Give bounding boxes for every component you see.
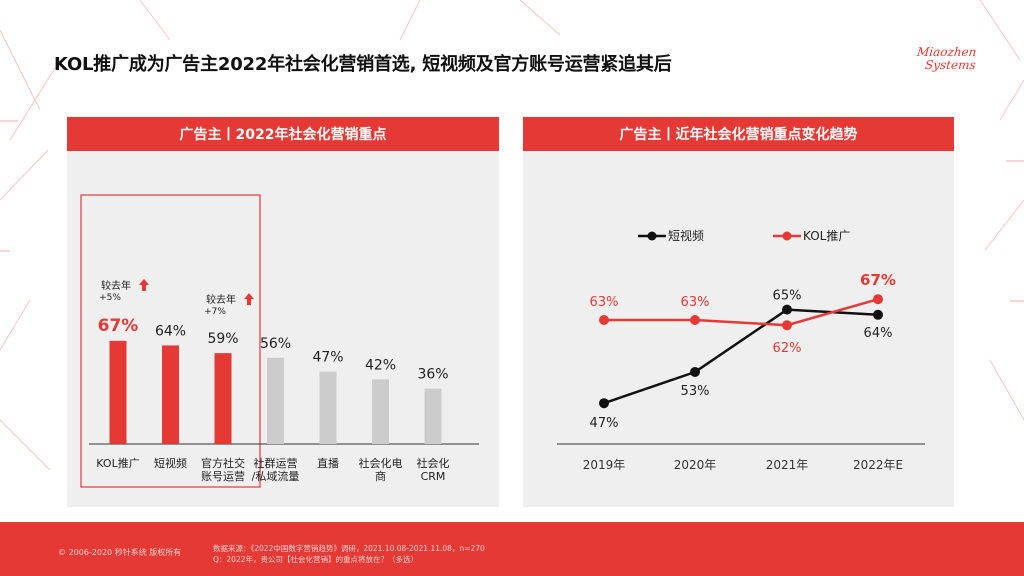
line-chart-header: 广告主丨近年社会化营销重点变化趋势 <box>523 117 954 151</box>
series-value-label: 63% <box>681 295 710 310</box>
series-value-label: 53% <box>681 384 710 399</box>
footer-source-line-2: Q：2022年，贵公司【社会化营销】的重点将放在？（多选） <box>213 555 418 564</box>
bar-value-label: 42% <box>365 357 396 373</box>
footer-source: 数据来源：《2022中国数字营销趋势》调研，2021.10.08-2021.11… <box>213 543 485 565</box>
line-chart: 2019年 2020年 2021年 2022年E 短视频 KOL推广 47% 53% 65% 64… <box>557 228 925 472</box>
series-value-label: 64% <box>864 326 893 341</box>
bar-value-label: 64% <box>155 323 186 339</box>
change-annotation: 较去年+5% <box>99 278 149 303</box>
change-annotation: 较去年+7% <box>204 293 254 317</box>
line-chart-panel: 广告主丨近年社会化营销重点变化趋势 2019年 2020年 2021年 2022年E 短… <box>523 117 954 507</box>
page-title: KOL推广成为广告主2022年社会化营销首选, 短视频及官方账号运营紧追其后 <box>54 54 672 75</box>
bar-category-label: 官方社交 <box>201 456 245 470</box>
series-point <box>873 309 883 320</box>
series-value-label: 63% <box>590 295 619 310</box>
series-value-label: 67% <box>860 271 896 289</box>
bar <box>214 353 232 444</box>
series-point <box>599 398 609 409</box>
series-point <box>873 294 883 305</box>
annotation-line: 较去年 <box>206 293 236 306</box>
bar-value-label: 67% <box>98 316 139 336</box>
bar <box>319 371 337 444</box>
footer-copyright: © 2006-2020 秒针系统 版权所有 <box>58 548 182 557</box>
footer: © 2006-2020 秒针系统 版权所有 数据来源：《2022中国数字营销趋势… <box>0 522 1024 576</box>
legend-label: KOL推广 <box>803 229 850 243</box>
series-point <box>782 304 792 315</box>
series-point <box>690 315 700 325</box>
bar-category-label: 社群运营 <box>254 456 298 470</box>
highlight-frame <box>80 194 261 488</box>
x-tick-label: 2022年E <box>853 458 903 472</box>
bar-category-label: 社会化 <box>417 456 450 470</box>
series-value-label: 65% <box>773 289 802 304</box>
series-line <box>604 297 879 327</box>
annotation-line: +5% <box>99 293 121 303</box>
bar-category-label: 账号运营 <box>201 469 245 483</box>
bar-category-label: /私域流量 <box>252 469 300 483</box>
bar-chart-header: 广告主丨2022年社会化营销重点 <box>67 117 499 151</box>
bar-category-label: 短视频 <box>154 456 187 470</box>
bar-value-label: 56% <box>260 336 291 352</box>
series-value-label: 62% <box>773 341 802 356</box>
bar-category-label: CRM <box>421 470 446 483</box>
up-arrow-icon <box>244 293 254 306</box>
bar <box>162 345 179 444</box>
x-tick-label: 2021年 <box>766 458 809 472</box>
x-tick-label: 2020年 <box>674 458 717 472</box>
legend-marker <box>647 231 657 241</box>
bar-category-label: 直播 <box>317 456 339 470</box>
footer-source-line-1: 数据来源：《2022中国数字营销趋势》调研，2021.10.08-2021.11… <box>213 544 485 553</box>
series-value-label: 47% <box>590 416 619 431</box>
annotation-line: 较去年 <box>101 279 131 292</box>
legend-marker <box>782 231 792 241</box>
series-point <box>782 320 792 331</box>
bar-category-label: KOL推广 <box>96 456 139 470</box>
bar-value-label: 59% <box>207 331 238 347</box>
bar-value-label: 36% <box>417 367 448 383</box>
bar-category-label: 商 <box>375 469 386 483</box>
bar <box>424 388 442 444</box>
up-arrow-icon <box>139 278 149 291</box>
bar-value-label: 47% <box>312 350 343 366</box>
series-point <box>690 367 700 377</box>
miaozhen-logo: Miaozhen Systems <box>916 45 987 92</box>
series-point <box>599 315 609 325</box>
annotation-line: +7% <box>204 307 226 317</box>
bar <box>372 379 389 444</box>
x-tick-label: 2019年 <box>583 458 626 472</box>
logo-line-2: Systems <box>924 58 977 72</box>
legend-label: 短视频 <box>668 228 704 243</box>
bar-chart-panel: 广告主丨2022年社会化营销重点 67% KOL推广 64% 短视频 59% 官方社交 账号… <box>67 117 499 507</box>
bar-category-label: 社会化电 <box>359 456 403 470</box>
bar <box>109 340 127 444</box>
bar <box>267 357 284 444</box>
